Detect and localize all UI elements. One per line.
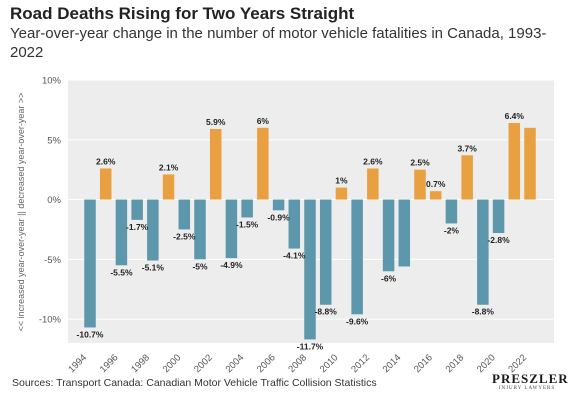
data-label-2016: 0.7% (426, 179, 446, 189)
data-label-2018: 3.7% (457, 143, 477, 153)
data-label-2004: -1.5% (236, 219, 259, 229)
chart-subtitle: Year-over-year change in the number of m… (10, 25, 547, 61)
bar-2017 (445, 199, 458, 224)
data-label-2006: -0.9% (267, 212, 290, 222)
data-label-2021: 6.4% (505, 111, 525, 121)
bar-1994 (84, 199, 96, 328)
data-label-1995: 2.6% (96, 156, 116, 166)
bar-2004 (241, 199, 253, 218)
bar-2010 (335, 187, 348, 200)
bar-2015 (414, 169, 426, 200)
x-tick-label: 1996 (98, 352, 121, 375)
bar-2006 (272, 199, 285, 211)
data-label-2002: 5.9% (206, 117, 226, 127)
y-tick-label: 5% (47, 135, 61, 146)
data-label-2009: -8.8% (315, 307, 338, 317)
y-tick-label: 10% (42, 76, 62, 87)
data-label-2005: 6% (257, 116, 270, 126)
bar-2000 (178, 199, 191, 230)
data-label-2010: 1% (335, 176, 348, 186)
bar-2016 (429, 191, 442, 200)
data-label-1997: -1.7% (126, 222, 149, 232)
x-tick-label: 2010 (318, 352, 341, 375)
bar-2018 (461, 155, 473, 200)
bar-1996 (115, 199, 128, 266)
x-tick-label: 2006 (255, 352, 278, 375)
x-tick-label: 1998 (129, 352, 152, 375)
data-label-1998: -5.1% (142, 263, 165, 273)
bar-2019 (477, 199, 489, 305)
chart-title: Road Deaths Rising for Two Years Straigh… (10, 4, 355, 23)
y-tick-label: -10% (39, 315, 62, 326)
bar-1998 (147, 199, 159, 261)
data-label-2008: -11.7% (297, 341, 324, 351)
data-label-2020: -2.8% (487, 235, 510, 245)
x-tick-label: 2002 (192, 352, 215, 375)
x-tick-label: 2000 (161, 352, 184, 375)
bar-2001 (194, 199, 206, 260)
data-label-2013: -6% (381, 273, 397, 283)
y-axis-label: << increased year-over-year || decreased… (16, 93, 26, 332)
data-label-1996: -5.5% (110, 267, 133, 277)
bar-1997 (131, 199, 143, 220)
bar-1995 (99, 168, 112, 200)
bar-2021 (508, 123, 521, 200)
logo-tagline: INJURY LAWYERS (498, 386, 556, 391)
x-tick-label: 2004 (224, 352, 247, 375)
x-tick-label: 2018 (444, 352, 467, 375)
data-label-2001: -5% (192, 261, 208, 271)
x-tick-label: 2008 (286, 352, 309, 375)
y-tick-label: -5% (44, 255, 61, 266)
bar-2005 (257, 127, 269, 200)
bar-2002 (209, 129, 222, 200)
x-tick-label: 2012 (349, 352, 372, 375)
bar-1999 (162, 174, 175, 200)
data-label-2017: -2% (444, 225, 460, 235)
bar-2011 (351, 199, 363, 315)
data-label-2003: -4.9% (220, 260, 243, 270)
logo-name: PRESZLER (492, 371, 569, 386)
data-label-2011: -9.6% (346, 316, 369, 326)
data-label-2019: -8.8% (472, 307, 495, 317)
bar-2013 (382, 199, 395, 272)
brand-logo: PRESZLER INJURY LAWYERS (492, 371, 569, 392)
bar-2009 (319, 199, 332, 305)
data-label-2007: -4.1% (283, 251, 306, 261)
y-tick-label: 0% (47, 195, 61, 206)
bar-2020 (492, 199, 505, 234)
data-label-2000: -2.5% (173, 231, 196, 241)
bar-2012 (367, 168, 379, 200)
data-label-1999: 2.1% (159, 162, 179, 172)
x-tick-label: 1994 (66, 352, 89, 375)
data-label-1994: -10.7% (77, 329, 104, 339)
data-label-2012: 2.6% (363, 156, 383, 166)
x-tick-label: 2016 (412, 352, 435, 375)
bar-2003 (225, 199, 238, 259)
bar-2022 (524, 127, 536, 200)
x-tick-label: 2014 (381, 352, 404, 375)
bar-2008 (304, 199, 316, 340)
bar-2007 (288, 199, 301, 249)
source-note: Sources: Transport Canada: Canadian Moto… (12, 377, 377, 389)
bar-2014 (398, 199, 411, 267)
data-label-2015: 2.5% (410, 158, 430, 168)
